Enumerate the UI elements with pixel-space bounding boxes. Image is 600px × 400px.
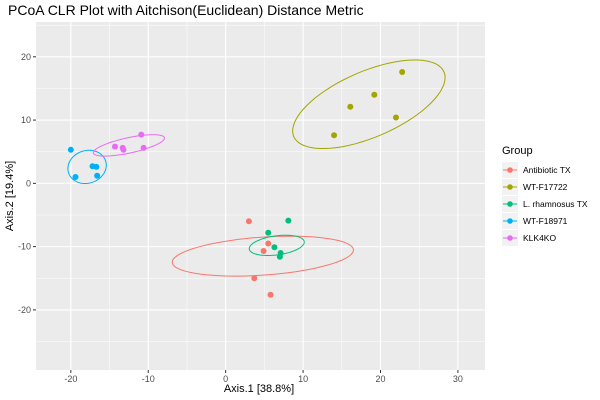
y-tick-label: -10 [18, 242, 31, 252]
major-gridlines [36, 22, 485, 370]
point-series-2 [271, 244, 278, 251]
point-series-2 [265, 229, 272, 236]
x-tick-label: -10 [142, 374, 155, 384]
legend-title: Group [502, 145, 533, 157]
legend-key-point [507, 235, 513, 241]
point-series-2 [285, 217, 292, 224]
y-tick-label: 20 [21, 52, 31, 62]
minor-gridlines [36, 22, 485, 370]
y-tick-label: -20 [18, 305, 31, 315]
point-series-0 [260, 248, 267, 255]
legend-key-point [507, 167, 513, 173]
point-series-1 [331, 132, 338, 139]
legend-label: Antibiotic TX [523, 165, 571, 175]
legend-key-point [507, 184, 513, 190]
y-axis-ticks: -20 -10 0 10 20 [18, 52, 36, 315]
ellipse-series-3 [67, 149, 107, 184]
legend-item: Antibiotic TX [502, 162, 571, 178]
legend: Group Antibiotic TX WT-F17722 L. rhamnosus… [502, 145, 588, 246]
data-points [67, 68, 406, 298]
point-series-2 [276, 253, 283, 260]
x-tick-label: 30 [453, 374, 463, 384]
point-series-3 [94, 172, 101, 179]
x-tick-label: 10 [298, 374, 308, 384]
x-axis-label: Axis.1 [38.8%] [224, 383, 294, 395]
plot-panel [36, 22, 485, 370]
point-series-0 [245, 218, 252, 225]
point-series-0 [265, 240, 272, 247]
point-series-3 [72, 174, 79, 181]
x-tick-label: 0 [223, 374, 228, 384]
point-series-1 [371, 91, 378, 98]
legend-key-point [507, 218, 513, 224]
confidence-ellipses [67, 59, 446, 277]
chart-title: PCoA CLR Plot with Aitchison(Euclidean) … [8, 2, 364, 18]
ellipse-series-4 [92, 134, 166, 157]
legend-key-point [507, 201, 513, 207]
point-series-3 [67, 146, 74, 153]
point-series-0 [251, 275, 258, 282]
x-axis-ticks: -20 -10 0 10 20 30 [64, 370, 463, 384]
point-series-3 [93, 163, 100, 170]
x-tick-label: 20 [375, 374, 385, 384]
legend-label: KLK4KO [523, 233, 556, 243]
legend-item: KLK4KO [502, 230, 556, 246]
point-series-1 [347, 103, 354, 110]
legend-label: WT-F17722 [523, 182, 568, 192]
legend-items: Antibiotic TX WT-F17722 L. rhamnosus TX WT-… [502, 162, 588, 246]
point-series-0 [267, 291, 274, 298]
y-tick-label: 10 [21, 115, 31, 125]
legend-item: WT-F17722 [502, 179, 568, 195]
y-tick-label: 0 [26, 178, 31, 188]
point-series-4 [111, 143, 118, 150]
legend-label: L. rhamnosus TX [523, 199, 588, 209]
y-axis-label: Axis.2 [19.4%] [4, 161, 16, 231]
point-series-4 [138, 131, 145, 138]
point-series-4 [140, 144, 147, 151]
ellipse-series-1 [292, 59, 446, 149]
x-tick-label: -20 [64, 374, 77, 384]
legend-item: WT-F18971 [502, 213, 568, 229]
legend-label: WT-F18971 [523, 216, 568, 226]
point-series-1 [399, 68, 406, 75]
point-series-4 [120, 146, 127, 153]
ellipse-series-2 [248, 234, 305, 256]
ellipse-series-0 [171, 235, 354, 277]
legend-item: L. rhamnosus TX [502, 196, 588, 212]
point-series-1 [392, 114, 399, 121]
